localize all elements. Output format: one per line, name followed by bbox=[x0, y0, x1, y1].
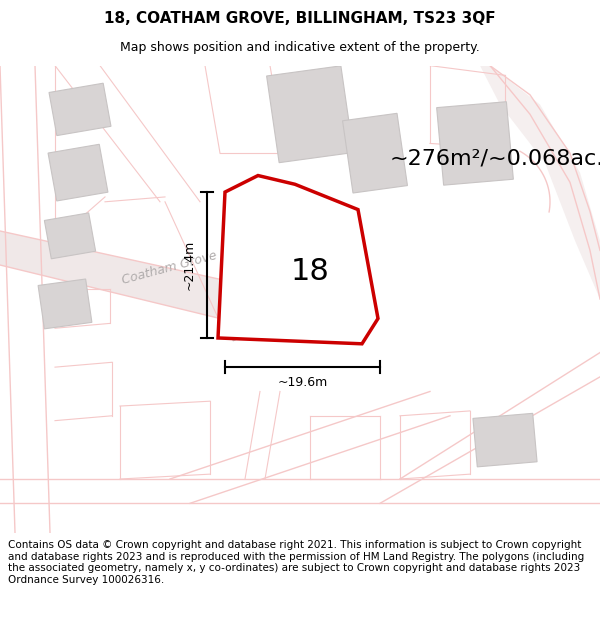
Text: ~276m²/~0.068ac.: ~276m²/~0.068ac. bbox=[390, 148, 600, 168]
Text: Map shows position and indicative extent of the property.: Map shows position and indicative extent… bbox=[120, 41, 480, 54]
Polygon shape bbox=[266, 66, 353, 162]
Text: ~21.4m: ~21.4m bbox=[182, 240, 196, 290]
Polygon shape bbox=[49, 83, 111, 136]
Polygon shape bbox=[218, 176, 378, 344]
Text: ~19.6m: ~19.6m bbox=[277, 376, 328, 389]
Text: Contains OS data © Crown copyright and database right 2021. This information is : Contains OS data © Crown copyright and d… bbox=[8, 540, 584, 585]
Polygon shape bbox=[480, 66, 600, 299]
Text: 18, COATHAM GROVE, BILLINGHAM, TS23 3QF: 18, COATHAM GROVE, BILLINGHAM, TS23 3QF bbox=[104, 11, 496, 26]
Polygon shape bbox=[437, 102, 514, 185]
Polygon shape bbox=[473, 413, 537, 467]
Text: Coatham Grove: Coatham Grove bbox=[120, 249, 218, 287]
Polygon shape bbox=[232, 181, 262, 341]
Polygon shape bbox=[343, 113, 407, 193]
Polygon shape bbox=[44, 213, 95, 259]
Polygon shape bbox=[0, 231, 310, 333]
Text: 18: 18 bbox=[290, 258, 329, 286]
Polygon shape bbox=[38, 279, 92, 329]
Polygon shape bbox=[48, 144, 108, 201]
